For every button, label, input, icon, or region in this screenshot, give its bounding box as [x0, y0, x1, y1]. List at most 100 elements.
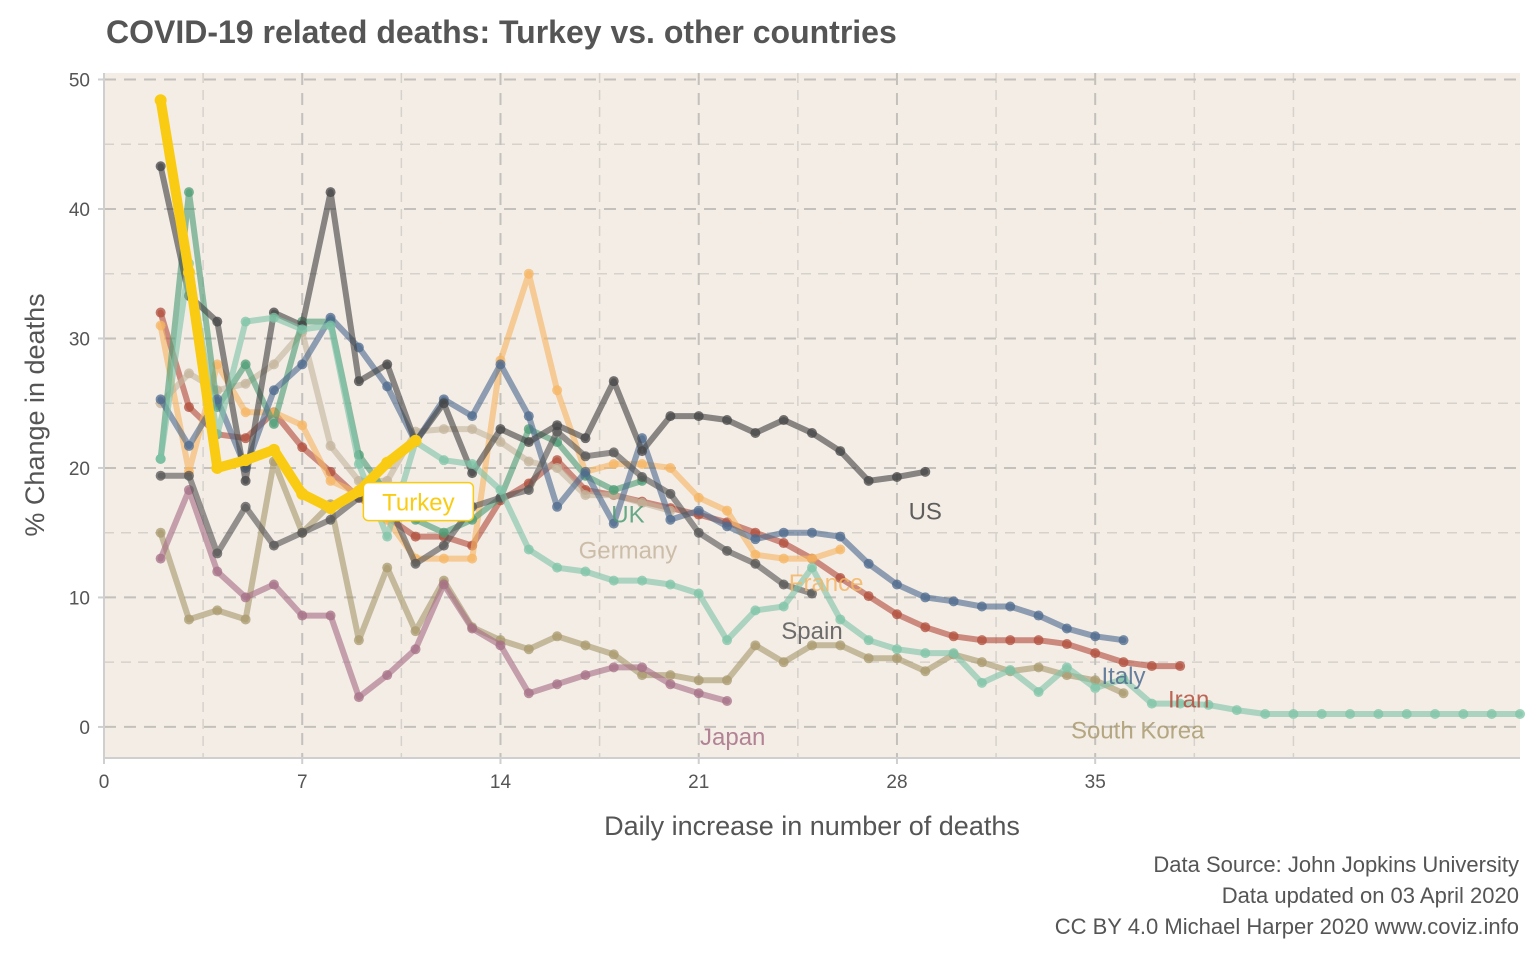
- x-tick-label: 28: [886, 772, 907, 793]
- data-point-france: [438, 553, 449, 564]
- data-point-turkey: [409, 434, 422, 447]
- data-point-us: [552, 420, 563, 431]
- data-point-germany: [580, 490, 591, 501]
- data-point-south-korea: [835, 640, 846, 651]
- data-point-iran: [891, 609, 902, 620]
- turkey-label-box: [362, 481, 475, 522]
- data-point-turkey: [211, 461, 224, 474]
- data-point-spain: [523, 484, 534, 495]
- data-point-france: [637, 459, 648, 470]
- data-point-south-korea: [240, 614, 251, 625]
- series-label-turkey: Turkey: [382, 490, 454, 517]
- series-line-spain: [157, 428, 815, 597]
- data-point-france: [665, 462, 676, 473]
- data-point-unlabelled: [467, 459, 478, 470]
- data-point-japan: [240, 592, 251, 603]
- data-point-south-korea: [863, 653, 874, 664]
- series-label-france: France: [789, 570, 864, 597]
- data-point-unlabelled: [1401, 708, 1412, 719]
- data-point-unlabelled: [891, 644, 902, 655]
- data-point-france: [693, 492, 704, 503]
- data-point-unlabelled: [155, 453, 166, 464]
- data-point-south-korea: [410, 626, 421, 637]
- data-point-unlabelled: [1203, 699, 1214, 710]
- data-point-france: [722, 505, 733, 516]
- data-point-iran: [240, 433, 251, 444]
- data-point-unlabelled: [240, 316, 251, 327]
- y-tick-label: 30: [69, 329, 90, 350]
- data-point-us: [608, 376, 619, 387]
- series-label-uk: UK: [611, 501, 644, 528]
- data-point-unlabelled: [1033, 686, 1044, 697]
- data-point-japan: [382, 670, 393, 681]
- data-point-italy: [183, 440, 194, 451]
- data-point-south-korea: [693, 675, 704, 686]
- data-point-turkey: [267, 443, 280, 456]
- data-point-italy: [920, 592, 931, 603]
- data-point-unlabelled: [1458, 708, 1469, 719]
- data-point-spain: [750, 558, 761, 569]
- data-point-south-korea: [183, 614, 194, 625]
- data-point-unlabelled: [1515, 708, 1525, 719]
- data-point-japan: [155, 553, 166, 564]
- data-point-south-korea: [580, 640, 591, 651]
- data-point-unlabelled: [1118, 674, 1129, 685]
- data-point-unlabelled: [920, 648, 931, 659]
- data-point-turkey: [296, 487, 309, 500]
- data-point-uk: [438, 527, 449, 538]
- data-point-germany: [183, 368, 194, 379]
- data-point-spain: [240, 501, 251, 512]
- data-point-unlabelled: [976, 677, 987, 688]
- data-point-iran: [835, 573, 846, 584]
- data-point-iran: [1118, 657, 1129, 668]
- data-point-south-korea: [665, 670, 676, 681]
- data-point-uk: [183, 187, 194, 198]
- series-label-germany: Germany: [579, 538, 678, 565]
- data-point-iran: [778, 538, 789, 549]
- data-point-japan: [467, 623, 478, 634]
- x-tick-label: 35: [1085, 772, 1106, 793]
- series-line-us: [157, 163, 929, 484]
- series-japan: [155, 484, 733, 707]
- series-line-turkey: [155, 95, 421, 514]
- data-point-italy: [382, 381, 393, 392]
- data-point-france: [608, 459, 619, 470]
- data-point-japan: [693, 688, 704, 699]
- data-point-italy: [1033, 610, 1044, 621]
- y-tick-label: 40: [69, 200, 90, 221]
- data-point-italy: [948, 596, 959, 607]
- axes: [103, 73, 1520, 759]
- data-point-spain: [722, 545, 733, 556]
- data-point-unlabelled: [1288, 708, 1299, 719]
- data-point-unlabelled: [268, 312, 279, 323]
- data-point-uk: [608, 484, 619, 495]
- data-point-south-korea: [807, 640, 817, 651]
- data-point-unlabelled: [1316, 708, 1327, 719]
- data-point-italy: [976, 601, 987, 612]
- data-point-spain: [268, 540, 279, 551]
- x-tick-label: 14: [490, 772, 512, 793]
- data-point-france: [297, 420, 308, 431]
- data-point-unlabelled: [778, 601, 789, 612]
- series-spain: [155, 426, 817, 599]
- data-point-france: [807, 553, 817, 564]
- data-point-us: [467, 468, 478, 479]
- x-tick-label: 0: [99, 772, 110, 793]
- data-point-unlabelled: [665, 579, 676, 590]
- data-point-south-korea: [750, 640, 761, 651]
- data-point-spain: [297, 527, 308, 538]
- data-point-unlabelled: [1175, 698, 1186, 709]
- data-point-us: [665, 411, 676, 422]
- data-point-italy: [835, 531, 846, 542]
- data-point-spain: [693, 527, 704, 538]
- caption-source: Data Source: John Jopkins University: [1153, 852, 1519, 877]
- y-tick-label: 50: [69, 70, 90, 91]
- data-point-us: [722, 415, 733, 426]
- y-tick-label: 20: [69, 459, 90, 480]
- y-tick-labels: 0 10 20 30 40 50: [69, 70, 104, 739]
- data-point-italy: [155, 394, 166, 405]
- data-point-unlabelled: [863, 635, 874, 646]
- data-point-japan: [665, 679, 676, 690]
- data-point-italy: [863, 558, 874, 569]
- data-point-unlabelled: [1146, 698, 1157, 709]
